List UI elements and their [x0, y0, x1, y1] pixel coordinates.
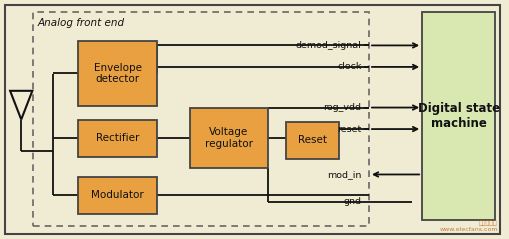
FancyBboxPatch shape	[78, 120, 156, 157]
Text: mod_in: mod_in	[326, 170, 361, 179]
Text: demod_signal: demod_signal	[295, 41, 361, 50]
FancyBboxPatch shape	[421, 12, 494, 220]
Text: Envelope
detector: Envelope detector	[93, 63, 142, 84]
Text: Analog front end: Analog front end	[38, 18, 125, 28]
Text: Voltage
regulator: Voltage regulator	[204, 127, 252, 149]
Text: gnd: gnd	[343, 197, 361, 206]
FancyBboxPatch shape	[285, 122, 338, 159]
Text: reg_vdd: reg_vdd	[323, 103, 361, 112]
Text: Digital state
machine: Digital state machine	[417, 102, 499, 130]
Text: 电子发烧友
www.elecfans.com: 电子发烧友 www.elecfans.com	[439, 220, 497, 232]
FancyBboxPatch shape	[5, 5, 499, 234]
FancyBboxPatch shape	[78, 177, 156, 214]
Text: Reset: Reset	[297, 136, 326, 145]
Text: reset: reset	[336, 125, 361, 134]
FancyBboxPatch shape	[78, 41, 156, 106]
Text: Rectifier: Rectifier	[96, 133, 139, 143]
Text: Modulator: Modulator	[91, 190, 144, 200]
FancyBboxPatch shape	[189, 108, 267, 168]
Text: clock: clock	[336, 62, 361, 71]
